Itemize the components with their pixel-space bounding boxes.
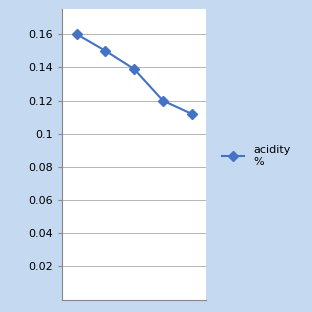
Legend: acidity
%: acidity % <box>218 141 295 171</box>
